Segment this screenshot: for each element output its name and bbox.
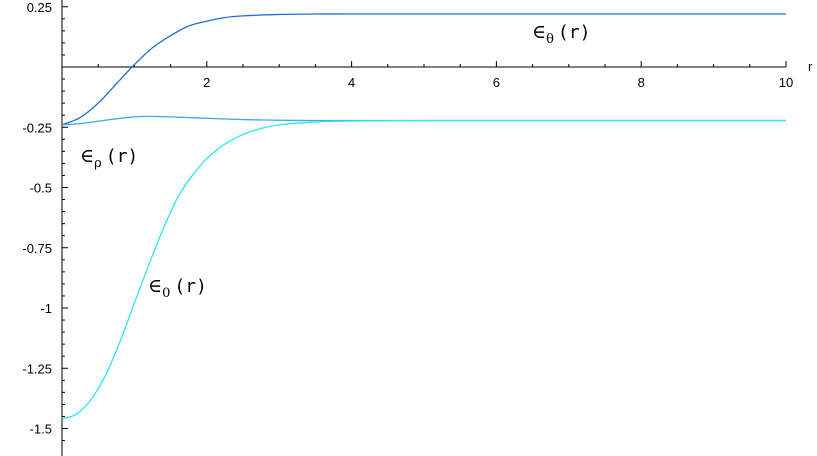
y-tick-label: -0.75 bbox=[22, 241, 52, 256]
x-tick-label: 6 bbox=[493, 75, 500, 90]
epsilon-0-curve bbox=[61, 119, 786, 420]
epsilon-rho-label: ∈ρ (r) bbox=[80, 145, 138, 171]
y-tick-label: -0.5 bbox=[30, 181, 52, 196]
x-axis-label: r bbox=[808, 59, 813, 74]
x-tick-label: 4 bbox=[348, 75, 355, 90]
y-tick-label: -1.5 bbox=[30, 422, 52, 437]
epsilon-0-label: ∈0 (r) bbox=[148, 275, 207, 301]
epsilon-theta-label: ∈θ (r) bbox=[532, 21, 590, 47]
epsilon-theta-curve bbox=[61, 13, 786, 126]
axes: 2 4 6 8 10 r 0.25 -0.25 -0.5 -0.75 -1 -1.25 -1.5 bbox=[22, 0, 813, 456]
y-tick-label: -1 bbox=[40, 301, 52, 316]
x-tick-label: 8 bbox=[638, 75, 645, 90]
x-tick-label: 2 bbox=[203, 75, 210, 90]
x-tick-label: 10 bbox=[779, 75, 793, 90]
curve-labels: ∈θ (r) ∈ρ (r) ∈0 (r) bbox=[80, 21, 590, 301]
y-tick-label: -0.25 bbox=[22, 120, 52, 135]
y-tick-label: -1.25 bbox=[22, 361, 52, 376]
y-tick-label: 0.25 bbox=[27, 0, 52, 15]
curves bbox=[61, 13, 786, 420]
